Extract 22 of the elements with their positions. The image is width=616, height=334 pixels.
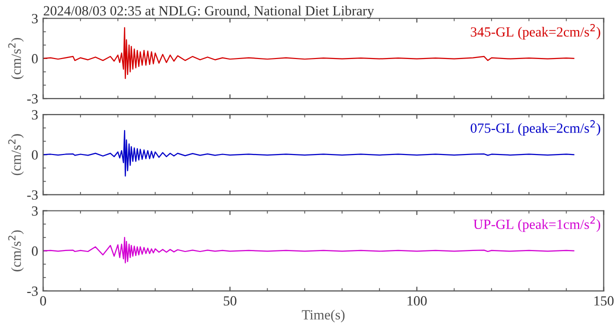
annotation: 075-GL (peak=2cm/s$^{2}$): [470, 120, 600, 136]
y-tick-label: 0: [32, 54, 38, 64]
y-tick-label: 3: [32, 110, 38, 120]
annotation: 345-GL (peak=2cm/s$^{2}$): [470, 24, 600, 40]
y-axis-title: (cm/s$^{2}$): [8, 134, 24, 176]
y-tick-label: 3: [32, 206, 38, 216]
annotation: UP-GL (peak=1cm/s$^{2}$): [474, 216, 600, 232]
x-tick-label: 50: [224, 296, 236, 306]
line-series: [43, 236, 574, 264]
chart-title: 2024/08/03 02:35 at NDLG: Ground, National Diet Library: [44, 6, 374, 18]
y-tick-label: -3: [27, 94, 38, 104]
y-axis-title: (cm/s$^{2}$): [8, 38, 24, 79]
y-tick-label: 3: [32, 14, 38, 24]
y-tick-label: -3: [27, 286, 38, 296]
y-tick-label: 0: [32, 150, 38, 160]
y-axis-title: (cm/s$^{2}$): [8, 230, 24, 272]
x-tick-label: 100: [408, 296, 427, 306]
y-tick-label: 0: [32, 246, 38, 256]
y-tick-label: -3: [27, 190, 38, 200]
x-tick-label: 150: [594, 296, 614, 306]
x-tick-label: 0: [40, 296, 46, 306]
x-axis-title: Time(s): [302, 310, 345, 322]
